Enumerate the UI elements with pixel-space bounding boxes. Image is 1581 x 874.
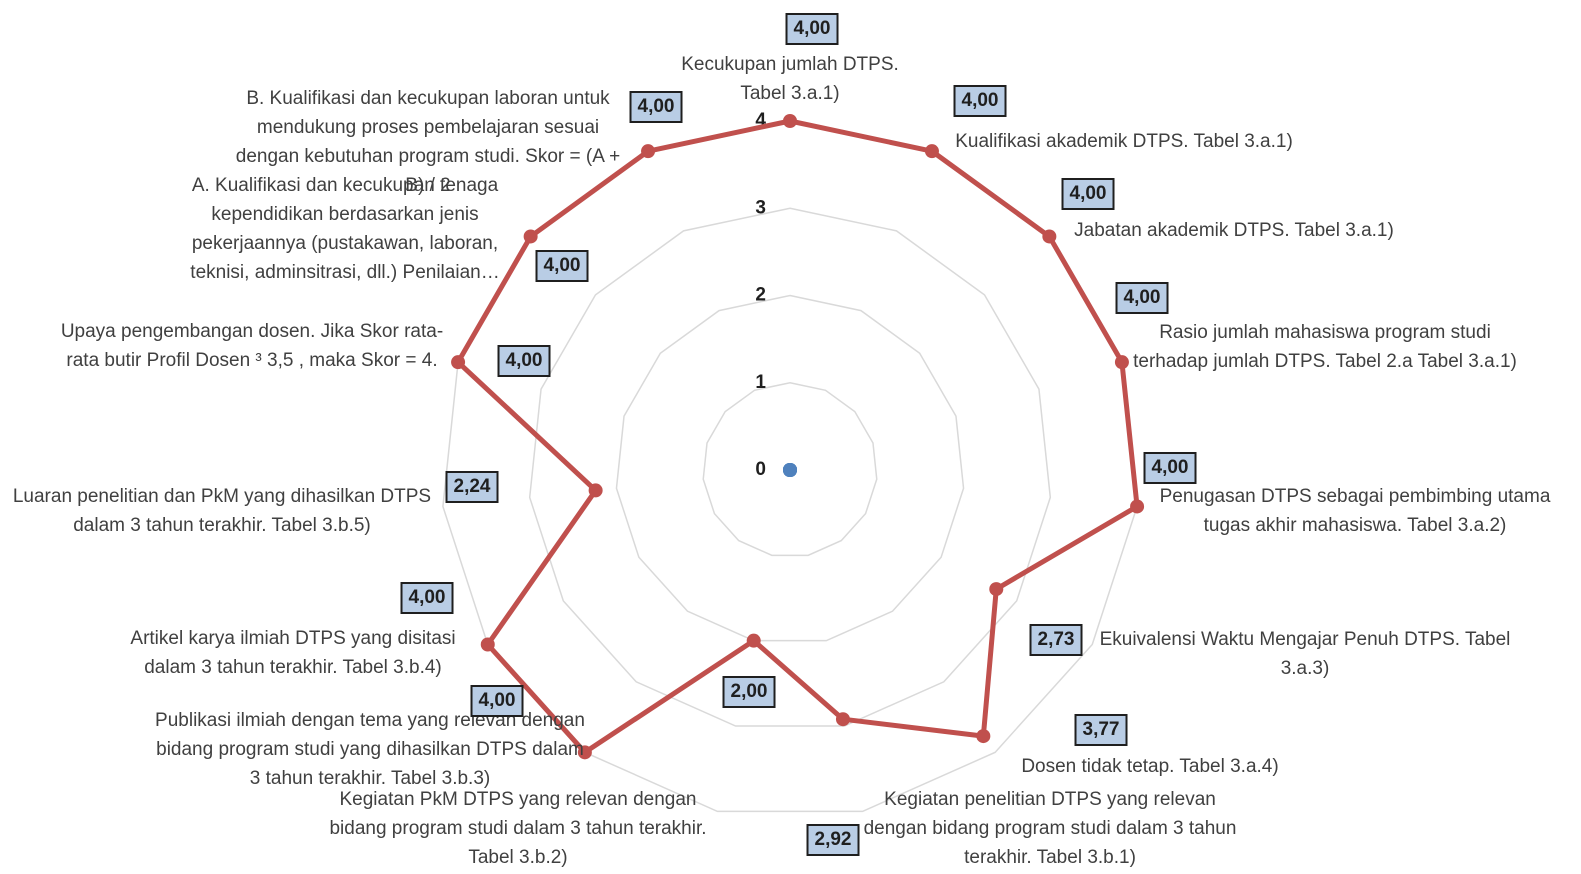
marker	[641, 144, 656, 159]
axis-label: Jabatan akademik DTPS. Tabel 3.a.1)	[1074, 220, 1394, 241]
marker	[1114, 355, 1129, 370]
data-label: 4,00	[1115, 282, 1169, 314]
data-label: 2,92	[806, 824, 860, 856]
axis-label: Kegiatan penelitian DTPS yang relevan de…	[863, 789, 1237, 868]
data-label: 3,77	[1074, 714, 1128, 746]
data-label: 4,00	[1143, 452, 1197, 484]
marker	[976, 729, 991, 744]
data-label: 2,73	[1029, 624, 1083, 656]
marker	[989, 582, 1004, 597]
data-label: 4,00	[497, 345, 551, 377]
data-label: 4,00	[400, 582, 454, 614]
data-label: 2,00	[722, 676, 776, 708]
axis-label: Ekuivalensi Waktu Mengajar Penuh DTPS. T…	[1099, 629, 1511, 679]
grid-ring	[528, 207, 1052, 727]
marker	[523, 229, 538, 244]
grid-ring	[615, 294, 965, 642]
axis-label: Dosen tidak tetap. Tabel 3.a.4)	[1021, 756, 1279, 777]
data-label: 4,00	[535, 250, 589, 282]
r-tick-label: 0	[755, 459, 766, 480]
data-label: 2,24	[445, 471, 499, 503]
marker	[451, 355, 466, 370]
data-label: 4,00	[470, 685, 524, 717]
axis-label: Rasio jumlah mahasiswa program studi ter…	[1133, 322, 1517, 372]
data-label: 4,00	[1061, 178, 1115, 210]
axis-label: Kualifikasi akademik DTPS. Tabel 3.a.1)	[955, 131, 1293, 152]
marker	[1130, 499, 1145, 514]
axis-label: B. Kualifikasi dan kecukupan laboran unt…	[235, 88, 621, 196]
marker	[480, 637, 495, 652]
data-label: 4,00	[953, 85, 1007, 117]
r-tick-label: 3	[755, 197, 766, 218]
axis-label: Luaran penelitian dan PkM yang dihasilka…	[12, 486, 432, 536]
marker	[577, 745, 592, 760]
marker	[924, 144, 939, 159]
grid-ring	[702, 381, 878, 557]
axis-label: Penugasan DTPS sebagai pembimbing utama …	[1159, 486, 1551, 536]
axis-label: Kecukupan jumlah DTPS. Tabel 3.a.1)	[681, 54, 899, 104]
marker	[1042, 229, 1057, 244]
data-label: 4,00	[629, 91, 683, 123]
axis-label: Kegiatan PkM DTPS yang relevan dengan bi…	[329, 789, 707, 868]
marker	[835, 712, 850, 727]
axis-label: A. Kualifikasi dan kecukupan tenaga kepe…	[190, 175, 500, 283]
marker	[783, 463, 797, 477]
marker	[783, 114, 797, 128]
axis-label: Upaya pengembangan dosen. Jika Skor rata…	[60, 321, 444, 371]
r-tick-label: 4	[755, 110, 766, 131]
axis-label: Publikasi ilmiah dengan tema yang releva…	[155, 710, 585, 789]
marker	[746, 633, 761, 648]
axis-label: Artikel karya ilmiah DTPS yang disitasi …	[130, 628, 456, 678]
series-line	[455, 118, 1140, 755]
data-label: 4,00	[785, 13, 839, 45]
r-tick-label: 2	[755, 285, 766, 306]
marker	[588, 483, 603, 498]
r-tick-label: 1	[755, 372, 766, 393]
